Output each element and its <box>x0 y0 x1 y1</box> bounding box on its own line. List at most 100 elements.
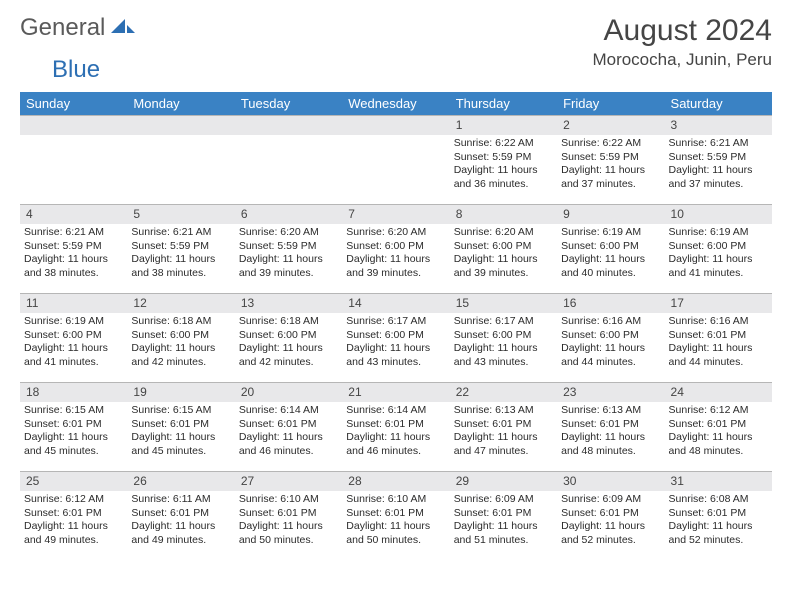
day-number: 20 <box>235 383 342 402</box>
daylight2-text: and 40 minutes. <box>561 267 660 280</box>
calendar-cell: 18Sunrise: 6:15 AMSunset: 6:01 PMDayligh… <box>20 383 127 471</box>
calendar-cell: 29Sunrise: 6:09 AMSunset: 6:01 PMDayligh… <box>450 472 557 560</box>
daylight2-text: and 48 minutes. <box>669 445 768 458</box>
calendar-cell: 19Sunrise: 6:15 AMSunset: 6:01 PMDayligh… <box>127 383 234 471</box>
sunrise-text: Sunrise: 6:13 AM <box>561 404 660 417</box>
daylight1-text: Daylight: 11 hours <box>669 164 768 177</box>
daylight2-text: and 50 minutes. <box>239 534 338 547</box>
sunset-text: Sunset: 6:01 PM <box>239 418 338 431</box>
calendar-row: 1Sunrise: 6:22 AMSunset: 5:59 PMDaylight… <box>20 115 772 204</box>
daylight1-text: Daylight: 11 hours <box>669 520 768 533</box>
day-number: 24 <box>665 383 772 402</box>
calendar-cell: 13Sunrise: 6:18 AMSunset: 6:00 PMDayligh… <box>235 294 342 382</box>
calendar-cell: 27Sunrise: 6:10 AMSunset: 6:01 PMDayligh… <box>235 472 342 560</box>
sunset-text: Sunset: 6:00 PM <box>561 329 660 342</box>
brand-part2: Blue <box>52 56 100 84</box>
daylight2-text: and 44 minutes. <box>561 356 660 369</box>
sunset-text: Sunset: 6:00 PM <box>346 329 445 342</box>
calendar-row: 18Sunrise: 6:15 AMSunset: 6:01 PMDayligh… <box>20 382 772 471</box>
sunset-text: Sunset: 6:01 PM <box>131 418 230 431</box>
day-number <box>20 116 127 135</box>
page: General August 2024 Morococha, Junin, Pe… <box>0 0 792 560</box>
daylight1-text: Daylight: 11 hours <box>454 342 553 355</box>
daylight2-text: and 45 minutes. <box>24 445 123 458</box>
daylight2-text: and 43 minutes. <box>454 356 553 369</box>
day-number: 13 <box>235 294 342 313</box>
day-label: Saturday <box>665 92 772 115</box>
calendar-cell: 31Sunrise: 6:08 AMSunset: 6:01 PMDayligh… <box>665 472 772 560</box>
sunrise-text: Sunrise: 6:18 AM <box>131 315 230 328</box>
calendar-cell: 1Sunrise: 6:22 AMSunset: 5:59 PMDaylight… <box>450 116 557 204</box>
daylight1-text: Daylight: 11 hours <box>24 253 123 266</box>
calendar-cell <box>342 116 449 204</box>
daylight2-text: and 42 minutes. <box>239 356 338 369</box>
day-number: 26 <box>127 472 234 491</box>
daylight1-text: Daylight: 11 hours <box>561 342 660 355</box>
sunset-text: Sunset: 6:00 PM <box>454 329 553 342</box>
sunset-text: Sunset: 5:59 PM <box>561 151 660 164</box>
location-text: Morococha, Junin, Peru <box>592 50 772 70</box>
calendar-cell: 12 Sunrise: 6:18 AMSunset: 6:00 PMDayligh… <box>127 294 234 382</box>
sunrise-text: Sunrise: 6:22 AM <box>454 137 553 150</box>
daylight1-text: Daylight: 11 hours <box>131 342 230 355</box>
sunset-text: Sunset: 6:00 PM <box>669 240 768 253</box>
day-number: 31 <box>665 472 772 491</box>
sunrise-text: Sunrise: 6:20 AM <box>454 226 553 239</box>
calendar-cell: 6Sunrise: 6:20 AMSunset: 5:59 PMDaylight… <box>235 205 342 293</box>
calendar-cell: 2Sunrise: 6:22 AMSunset: 5:59 PMDaylight… <box>557 116 664 204</box>
calendar-cell: 7Sunrise: 6:20 AMSunset: 6:00 PMDaylight… <box>342 205 449 293</box>
daylight1-text: Daylight: 11 hours <box>239 342 338 355</box>
daylight2-text: and 38 minutes. <box>131 267 230 280</box>
day-number: 5 <box>127 205 234 224</box>
calendar-cell <box>20 116 127 204</box>
daylight2-text: and 51 minutes. <box>454 534 553 547</box>
calendar-cell: 3Sunrise: 6:21 AMSunset: 5:59 PMDaylight… <box>665 116 772 204</box>
daylight1-text: Daylight: 11 hours <box>454 164 553 177</box>
daylight2-text: and 50 minutes. <box>346 534 445 547</box>
sunset-text: Sunset: 5:59 PM <box>239 240 338 253</box>
calendar: Sunday Monday Tuesday Wednesday Thursday… <box>20 92 772 560</box>
daylight2-text: and 37 minutes. <box>669 178 768 191</box>
sunset-text: Sunset: 6:01 PM <box>131 507 230 520</box>
day-number: 22 <box>450 383 557 402</box>
sunset-text: Sunset: 6:00 PM <box>561 240 660 253</box>
title-block: August 2024 Morococha, Junin, Peru <box>592 14 772 70</box>
day-number: 11 <box>20 294 127 313</box>
daylight1-text: Daylight: 11 hours <box>454 431 553 444</box>
sunset-text: Sunset: 5:59 PM <box>669 151 768 164</box>
sunset-text: Sunset: 6:01 PM <box>24 418 123 431</box>
daylight1-text: Daylight: 11 hours <box>454 253 553 266</box>
daylight1-text: Daylight: 11 hours <box>454 520 553 533</box>
daylight1-text: Daylight: 11 hours <box>669 253 768 266</box>
calendar-cell: 22Sunrise: 6:13 AMSunset: 6:01 PMDayligh… <box>450 383 557 471</box>
day-number: 28 <box>342 472 449 491</box>
calendar-cell <box>127 116 234 204</box>
calendar-body: 1Sunrise: 6:22 AMSunset: 5:59 PMDaylight… <box>20 115 772 560</box>
sunrise-text: Sunrise: 6:21 AM <box>669 137 768 150</box>
sunset-text: Sunset: 6:01 PM <box>454 507 553 520</box>
calendar-cell: 24Sunrise: 6:12 AMSunset: 6:01 PMDayligh… <box>665 383 772 471</box>
sunrise-text: Sunrise: 6:13 AM <box>454 404 553 417</box>
daylight2-text: and 41 minutes. <box>669 267 768 280</box>
daylight1-text: Daylight: 11 hours <box>24 520 123 533</box>
daylight1-text: Daylight: 11 hours <box>131 520 230 533</box>
daylight2-text: and 46 minutes. <box>346 445 445 458</box>
day-number: 12 <box>127 294 234 313</box>
sunset-text: Sunset: 5:59 PM <box>131 240 230 253</box>
calendar-cell: 15Sunrise: 6:17 AMSunset: 6:00 PMDayligh… <box>450 294 557 382</box>
day-number: 17 <box>665 294 772 313</box>
day-number: 10 <box>665 205 772 224</box>
calendar-cell: 20Sunrise: 6:14 AMSunset: 6:01 PMDayligh… <box>235 383 342 471</box>
day-number: 14 <box>342 294 449 313</box>
sunset-text: Sunset: 6:01 PM <box>669 418 768 431</box>
day-label: Wednesday <box>342 92 449 115</box>
daylight2-text: and 37 minutes. <box>561 178 660 191</box>
day-number: 30 <box>557 472 664 491</box>
daylight2-text: and 39 minutes. <box>239 267 338 280</box>
daylight2-text: and 52 minutes. <box>561 534 660 547</box>
sunrise-text: Sunrise: 6:22 AM <box>561 137 660 150</box>
daylight1-text: Daylight: 11 hours <box>24 431 123 444</box>
calendar-cell <box>235 116 342 204</box>
sunset-text: Sunset: 6:00 PM <box>131 329 230 342</box>
sunset-text: Sunset: 6:00 PM <box>454 240 553 253</box>
